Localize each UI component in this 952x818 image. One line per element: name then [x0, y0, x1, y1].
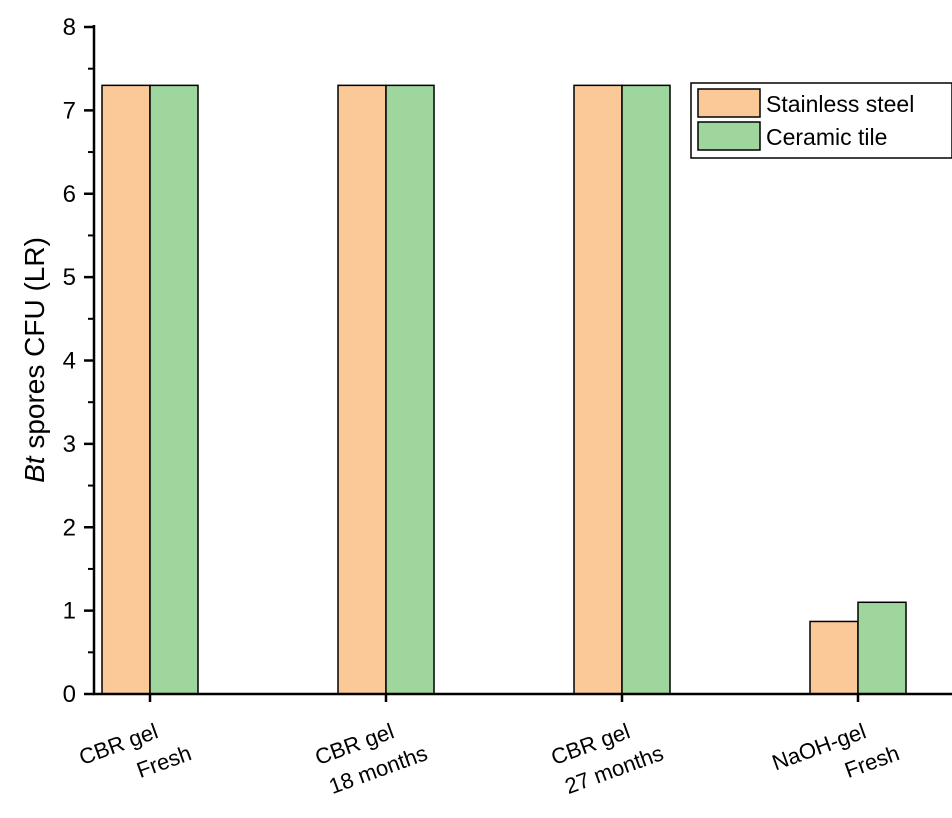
bar-ceramic-tile-2 — [621, 84, 671, 695]
bar-stainless-steel-2 — [573, 84, 623, 695]
y-tick-label-5: 5 — [63, 264, 76, 291]
legend-swatch-ceramic-tile — [697, 121, 761, 151]
legend-swatch-stainless-steel — [697, 88, 761, 118]
y-tick-label-4: 4 — [63, 348, 76, 375]
y-tick-label-2: 2 — [63, 514, 76, 541]
y-tick-label-8: 8 — [63, 14, 76, 41]
y-tick-label-0: 0 — [63, 681, 76, 708]
legend-label-stainless-steel: Stainless steel — [766, 91, 914, 117]
legend-label-ceramic-tile: Ceramic tile — [766, 124, 887, 150]
bar-ceramic-tile-1 — [385, 84, 435, 695]
y-ticks-group: 0 1 2 3 4 5 6 7 8 — [63, 14, 94, 708]
bar-stainless-steel-1 — [337, 84, 387, 695]
legend: Stainless steel Ceramic tile — [690, 82, 952, 159]
bar-stainless-steel-3 — [809, 620, 859, 695]
bars-group — [101, 84, 907, 695]
x-category-label-1: CBR gel18 months — [312, 710, 431, 800]
bar-ceramic-tile-0 — [149, 84, 199, 695]
y-tick-label-3: 3 — [63, 431, 76, 458]
y-tick-label-1: 1 — [63, 598, 76, 625]
x-category-label-0: CBR gelFresh — [76, 710, 195, 800]
bar-stainless-steel-0 — [101, 84, 151, 695]
x-category-label-3: NaOH-gelFresh — [769, 710, 903, 805]
bar-ceramic-tile-3 — [857, 601, 907, 695]
x-category-labels: CBR gelFresh CBR gel18 months CBR gel27 mo… — [76, 694, 903, 805]
y-axis-label: Bt spores CFU (LR) — [19, 237, 50, 483]
y-tick-label-7: 7 — [63, 97, 76, 124]
x-category-label-2: CBR gel27 months — [548, 710, 667, 800]
y-tick-label-6: 6 — [63, 181, 76, 208]
